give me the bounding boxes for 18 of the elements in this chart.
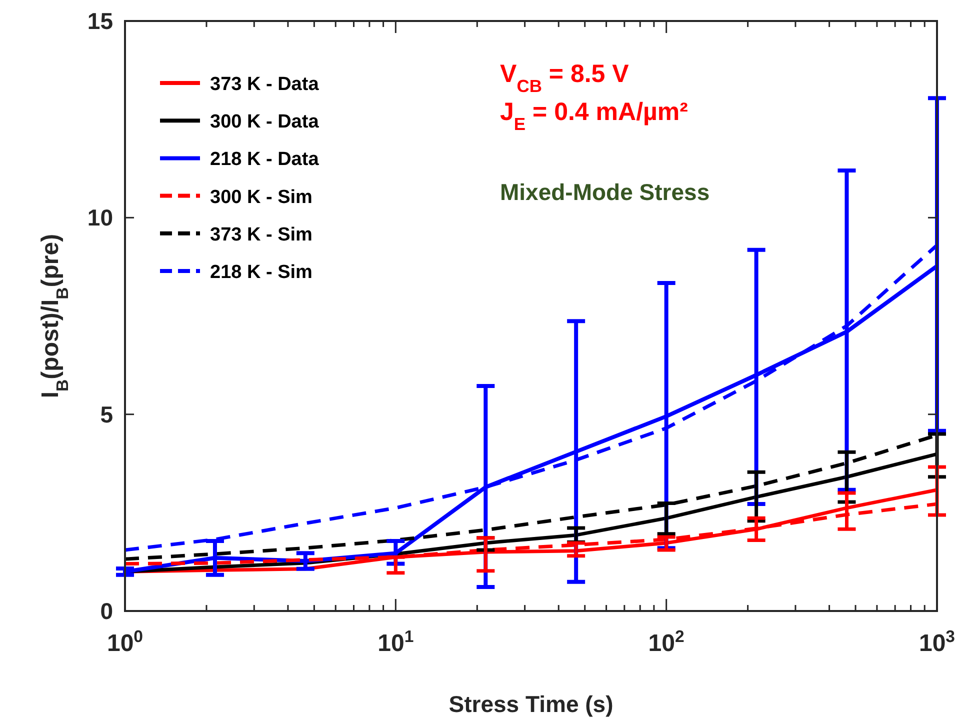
legend-label: 373 K - Data [210, 74, 320, 95]
x-axis-title: Stress Time (s) [448, 691, 614, 717]
annotation: V$_{CB}$ = 8.5 V [500, 60, 630, 96]
legend-label: 218 K - Sim [210, 262, 312, 283]
y-tick-label: 15 [87, 8, 114, 34]
annotation: Mixed-Mode Stress [500, 179, 710, 205]
annotation: J$_{E}$ = 0.4 mA/µm² [500, 98, 688, 134]
legend-label: 300 K - Sim [210, 186, 312, 208]
legend-label: 300 K - Data [210, 112, 320, 133]
x-tick-label: 10$^{0}$ [106, 626, 144, 657]
legend-label: 373 K - Sim [210, 224, 312, 246]
x-tick-label: 10$^{1}$ [378, 626, 414, 657]
y-tick-label: 5 [100, 401, 114, 428]
x-tick-label: 10$^{3}$ [918, 626, 956, 657]
legend-label: 218 K - Data [210, 149, 320, 170]
x-tick-label: 10$^{2}$ [648, 626, 684, 657]
y-tick-label: 10 [87, 204, 113, 231]
y-tick-label: 0 [100, 598, 113, 624]
